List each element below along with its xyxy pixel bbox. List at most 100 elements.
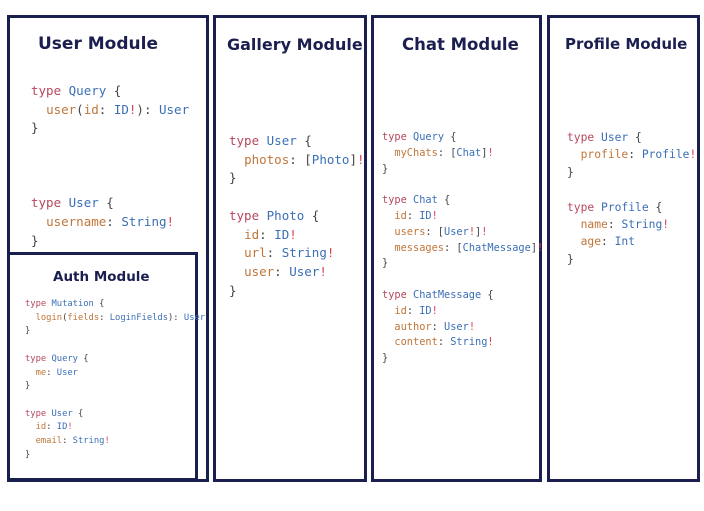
code-token: age xyxy=(580,235,602,249)
code-token: : [ xyxy=(289,151,312,167)
code-line: type ChatMessage { xyxy=(382,288,543,304)
code-token: type xyxy=(229,207,260,223)
code-token: id xyxy=(83,101,99,117)
code-token: { xyxy=(444,131,457,143)
code-line: name: String! xyxy=(567,216,696,233)
code-line: type Chat { xyxy=(382,193,543,209)
code-token: : xyxy=(62,436,73,447)
code-line: age: Int xyxy=(567,233,696,250)
code-token: String xyxy=(450,336,488,349)
code-token: Query xyxy=(68,83,107,98)
code-token: { xyxy=(648,200,663,214)
code-line: } xyxy=(382,256,543,272)
code-token: type xyxy=(229,133,260,148)
code-token: { xyxy=(98,195,114,211)
code-line: users: [User!]! xyxy=(382,225,543,241)
code-token: String xyxy=(281,245,327,261)
code-token xyxy=(382,147,394,159)
auth-module-box xyxy=(7,252,198,481)
code-token: Photo xyxy=(311,151,350,167)
code-line: id: ID! xyxy=(25,421,205,435)
code-token xyxy=(567,235,581,248)
code-token xyxy=(229,245,244,260)
code-token: { xyxy=(77,353,89,364)
code-line: photos: [Photo]! xyxy=(229,151,364,170)
code-token: ! xyxy=(104,436,110,447)
code-token: User xyxy=(51,408,73,419)
gallery-module-box xyxy=(213,15,367,482)
code-token: ID xyxy=(274,226,290,242)
chat-module-code: type Query { myChats: [Chat]!} type Chat… xyxy=(382,130,543,367)
code-line: type User { xyxy=(25,408,205,422)
code-line: url: String! xyxy=(229,244,365,263)
code-line xyxy=(31,138,189,157)
profile-module-title: Profile Module xyxy=(565,35,688,53)
code-token xyxy=(31,102,46,117)
code-token: } xyxy=(25,449,31,460)
code-token xyxy=(229,264,244,279)
code-token: ! xyxy=(319,263,327,279)
code-token xyxy=(229,152,244,167)
code-token: { xyxy=(296,133,312,148)
code-line: } xyxy=(229,169,365,188)
code-token xyxy=(567,218,581,231)
code-token: : xyxy=(628,148,642,162)
code-token: ! xyxy=(481,225,488,238)
code-token: profile xyxy=(580,148,629,162)
code-token: Chat xyxy=(456,146,482,159)
code-token: } xyxy=(382,162,389,175)
code-token: User xyxy=(444,225,469,238)
code-token: ! xyxy=(67,422,73,433)
code-token: } xyxy=(31,120,39,136)
code-line: } xyxy=(567,251,696,268)
code-token: type xyxy=(382,194,407,207)
code-token: Int xyxy=(614,235,636,249)
code-token: ! xyxy=(537,241,544,254)
profile-module-code: type User { profile: Profile!} type Prof… xyxy=(567,129,696,268)
chat-module-title: Chat Module xyxy=(402,35,519,54)
code-token xyxy=(594,131,601,144)
code-token: { xyxy=(304,207,320,223)
code-token: } xyxy=(229,170,237,186)
code-line: } xyxy=(31,232,189,251)
code-token: { xyxy=(106,83,122,98)
code-token: ] xyxy=(530,241,538,254)
code-token xyxy=(382,336,394,348)
code-token: email xyxy=(35,436,63,447)
code-token: ( xyxy=(62,312,68,323)
code-token xyxy=(594,201,601,214)
code-token: Chat xyxy=(413,194,438,207)
code-line: author: User! xyxy=(382,320,543,336)
code-token: ! xyxy=(487,336,494,349)
code-token: : [ xyxy=(444,241,463,254)
code-token: ! xyxy=(662,218,670,232)
code-line: user: User! xyxy=(229,263,365,282)
code-token: ! xyxy=(326,245,335,261)
code-token: : xyxy=(406,304,420,317)
code-token: { xyxy=(437,194,451,207)
code-token: } xyxy=(382,352,389,365)
code-token: } xyxy=(567,252,574,266)
code-token: type xyxy=(567,200,595,214)
code-token: fields xyxy=(67,312,100,323)
code-token: author xyxy=(394,320,432,333)
code-token: : xyxy=(437,336,451,349)
code-token: User xyxy=(289,263,320,279)
code-token xyxy=(259,133,267,148)
code-token: { xyxy=(93,299,105,309)
code-token: me xyxy=(35,367,47,378)
auth-module-code: type Mutation { login(fields: LoginField… xyxy=(25,298,205,462)
code-token xyxy=(61,83,69,98)
code-token xyxy=(382,321,394,333)
gallery-module-code: type User { photos: [Photo]!} type Photo… xyxy=(229,132,365,300)
code-token: ! xyxy=(689,148,697,162)
code-token xyxy=(25,436,36,446)
code-token: : xyxy=(607,218,622,232)
code-line: type Profile { xyxy=(567,199,696,216)
code-token: : xyxy=(46,367,57,378)
code-line: username: String! xyxy=(31,213,189,232)
code-token: } xyxy=(229,282,237,298)
code-token: : xyxy=(431,320,445,333)
code-token: ! xyxy=(166,213,175,229)
code-token: { xyxy=(481,288,494,301)
